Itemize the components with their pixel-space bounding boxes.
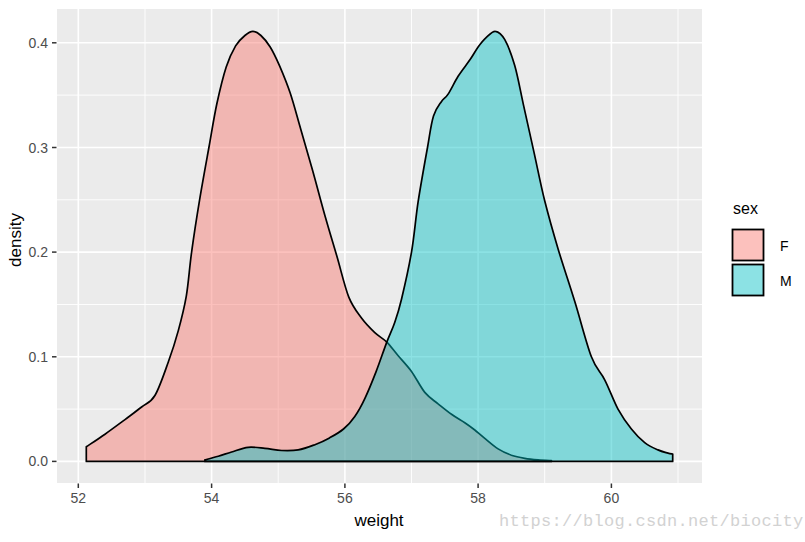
x-tick-label: 54: [204, 490, 220, 506]
y-tick-label: 0.0: [29, 453, 49, 469]
y-tick-label: 0.1: [29, 349, 49, 365]
x-tick-label: 58: [470, 490, 486, 506]
legend-key-m: [733, 265, 764, 296]
plot-svg: 52 54 56 58 60 0.0 0.1 0.2 0.3 0.4 weight densit…: [0, 0, 805, 542]
legend-title: sex: [733, 200, 758, 217]
legend-key-f: [733, 230, 764, 261]
x-tick-label: 52: [71, 490, 87, 506]
y-axis-title: density: [6, 213, 25, 267]
legend-label-f: F: [780, 238, 789, 254]
x-tick-label: 60: [604, 490, 620, 506]
y-tick-label: 0.3: [29, 140, 49, 156]
legend-label-m: M: [780, 273, 792, 289]
y-tick-label: 0.4: [29, 35, 49, 51]
x-tick-label: 56: [337, 490, 353, 506]
watermark-text: https://blog.csdn.net/biocity: [499, 512, 804, 531]
x-axis-title: weight: [353, 511, 403, 530]
y-tick-label: 0.2: [29, 244, 49, 260]
density-plot-figure: 52 54 56 58 60 0.0 0.1 0.2 0.3 0.4 weight densit…: [0, 0, 805, 542]
